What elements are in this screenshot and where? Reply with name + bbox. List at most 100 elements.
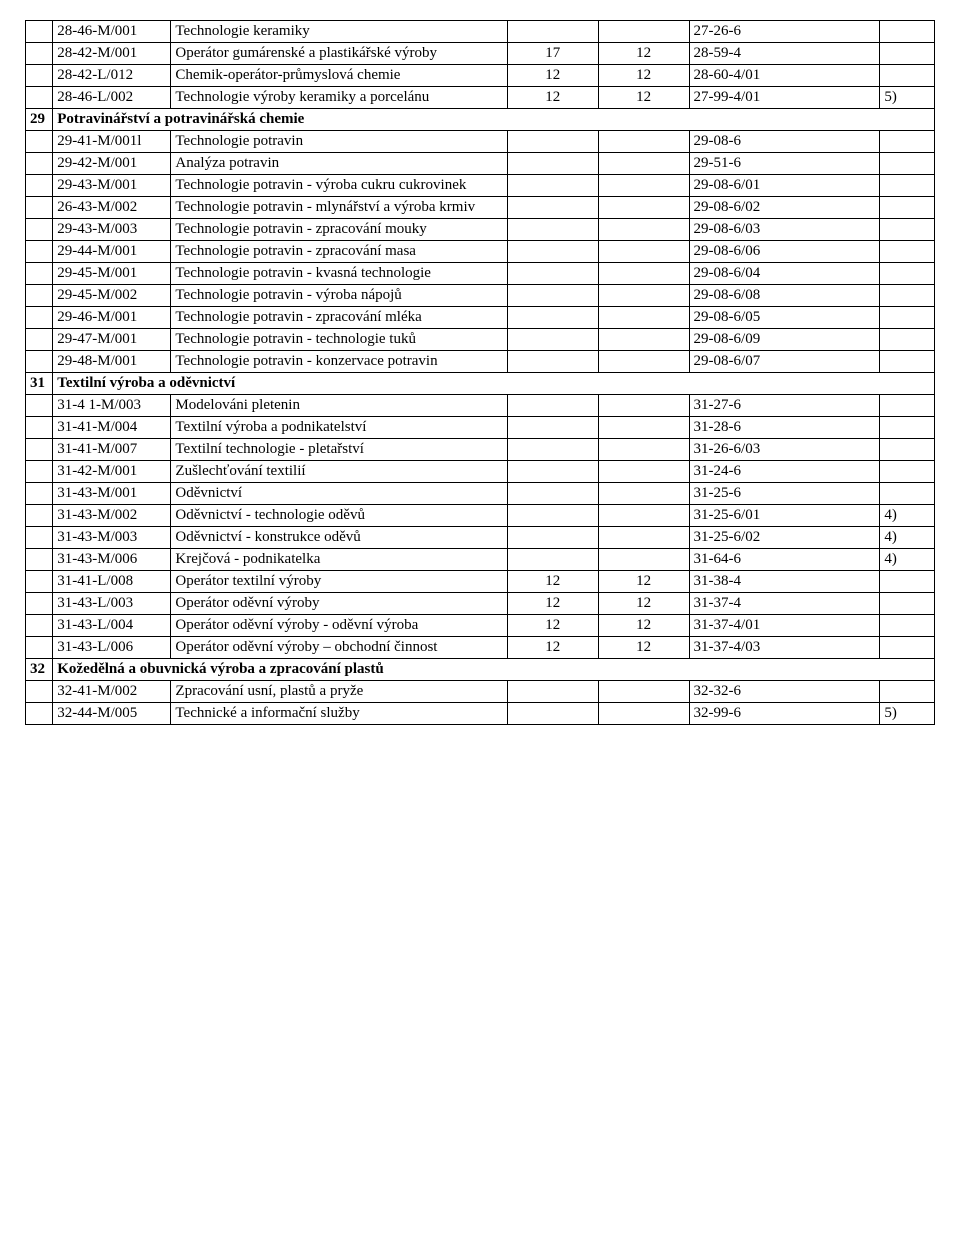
cell-c3 [507, 285, 598, 307]
cell-c1: 29-43-M/003 [53, 219, 171, 241]
cell-c4 [598, 153, 689, 175]
table-row: 29-46-M/001Technologie potravin - zpraco… [26, 307, 935, 329]
cell-c2: Technologie výroby keramiky a porcelánu [171, 87, 507, 109]
cell-c6 [880, 593, 935, 615]
cell-c0 [26, 241, 53, 263]
cell-c3 [507, 307, 598, 329]
cell-c0 [26, 527, 53, 549]
cell-c5: 31-26-6/03 [689, 439, 880, 461]
cell-c0 [26, 43, 53, 65]
table-row: 29-42-M/001Analýza potravin29-51-6 [26, 153, 935, 175]
cell-c5: 29-08-6/08 [689, 285, 880, 307]
cell-c0 [26, 219, 53, 241]
cell-c3 [507, 417, 598, 439]
cell-c0 [26, 615, 53, 637]
cell-c1: 29-46-M/001 [53, 307, 171, 329]
cell-c1: 31-41-M/007 [53, 439, 171, 461]
cell-c6: 4) [880, 505, 935, 527]
cell-c0 [26, 21, 53, 43]
cell-c3 [507, 439, 598, 461]
cell-c5: 29-08-6/07 [689, 351, 880, 373]
cell-c1: 31-43-M/003 [53, 527, 171, 549]
cell-c6 [880, 43, 935, 65]
table-row: 32-44-M/005Technické a informační služby… [26, 703, 935, 725]
cell-c4: 12 [598, 637, 689, 659]
cell-c5: 29-08-6/06 [689, 241, 880, 263]
cell-c1: 29-45-M/001 [53, 263, 171, 285]
cell-c6 [880, 241, 935, 263]
cell-c3 [507, 329, 598, 351]
cell-c0 [26, 329, 53, 351]
cell-c5: 29-08-6/03 [689, 219, 880, 241]
cell-c2: Technologie potravin - technologie tuků [171, 329, 507, 351]
cell-c0 [26, 549, 53, 571]
cell-c6 [880, 637, 935, 659]
table-row: 28-46-M/001Technologie keramiky27-26-6 [26, 21, 935, 43]
cell-c1: 29-47-M/001 [53, 329, 171, 351]
cell-c1: 31-43-L/006 [53, 637, 171, 659]
cell-c2: Textilní výroba a podnikatelství [171, 417, 507, 439]
cell-c4: 12 [598, 43, 689, 65]
cell-c1: 29-42-M/001 [53, 153, 171, 175]
cell-c5: 31-25-6 [689, 483, 880, 505]
cell-c4 [598, 439, 689, 461]
cell-c4 [598, 395, 689, 417]
cell-c3 [507, 505, 598, 527]
cell-c5: 29-08-6/04 [689, 263, 880, 285]
cell-c6 [880, 219, 935, 241]
cell-c4 [598, 351, 689, 373]
cell-c4 [598, 461, 689, 483]
cell-c0 [26, 285, 53, 307]
section-number: 32 [26, 659, 53, 681]
cell-c5: 29-08-6/09 [689, 329, 880, 351]
cell-c6 [880, 65, 935, 87]
cell-c6 [880, 307, 935, 329]
cell-c1: 31-41-M/004 [53, 417, 171, 439]
cell-c1: 31-43-L/004 [53, 615, 171, 637]
table-row: 32-41-M/002Zpracování usní, plastů a pry… [26, 681, 935, 703]
table-body: 28-46-M/001Technologie keramiky27-26-628… [26, 21, 935, 725]
cell-c3 [507, 153, 598, 175]
cell-c6 [880, 175, 935, 197]
cell-c0 [26, 153, 53, 175]
section-number: 29 [26, 109, 53, 131]
cell-c2: Oděvnictví - technologie oděvů [171, 505, 507, 527]
table-row: 28-42-L/012Chemik-operátor-průmyslová ch… [26, 65, 935, 87]
cell-c1: 31-43-M/001 [53, 483, 171, 505]
cell-c4 [598, 549, 689, 571]
cell-c2: Krejčová - podnikatelka [171, 549, 507, 571]
cell-c6 [880, 351, 935, 373]
cell-c1: 31-43-M/002 [53, 505, 171, 527]
cell-c5: 31-28-6 [689, 417, 880, 439]
table-row: 31-43-L/006Operátor oděvní výroby – obch… [26, 637, 935, 659]
cell-c4: 12 [598, 615, 689, 637]
cell-c1: 29-43-M/001 [53, 175, 171, 197]
cell-c4 [598, 285, 689, 307]
cell-c4: 12 [598, 571, 689, 593]
cell-c2: Operátor textilní výroby [171, 571, 507, 593]
cell-c3 [507, 175, 598, 197]
program-table: 28-46-M/001Technologie keramiky27-26-628… [25, 20, 935, 725]
cell-c5: 31-38-4 [689, 571, 880, 593]
cell-c6 [880, 395, 935, 417]
table-row: 31-42-M/001Zušlechťování textilií31-24-6 [26, 461, 935, 483]
cell-c6 [880, 571, 935, 593]
cell-c3 [507, 681, 598, 703]
cell-c6 [880, 483, 935, 505]
table-row: 31-43-M/001Oděvnictví31-25-6 [26, 483, 935, 505]
cell-c2: Technologie keramiky [171, 21, 507, 43]
cell-c2: Analýza potravin [171, 153, 507, 175]
cell-c4 [598, 527, 689, 549]
cell-c6 [880, 197, 935, 219]
cell-c5: 31-37-4 [689, 593, 880, 615]
cell-c6: 5) [880, 87, 935, 109]
cell-c6 [880, 285, 935, 307]
cell-c5: 29-08-6/02 [689, 197, 880, 219]
cell-c3 [507, 527, 598, 549]
cell-c1: 29-48-M/001 [53, 351, 171, 373]
cell-c1: 29-44-M/001 [53, 241, 171, 263]
cell-c5: 28-59-4 [689, 43, 880, 65]
table-row: 31-41-M/004Textilní výroba a podnikatels… [26, 417, 935, 439]
cell-c5: 29-08-6/01 [689, 175, 880, 197]
cell-c2: Technologie potravin - konzervace potrav… [171, 351, 507, 373]
